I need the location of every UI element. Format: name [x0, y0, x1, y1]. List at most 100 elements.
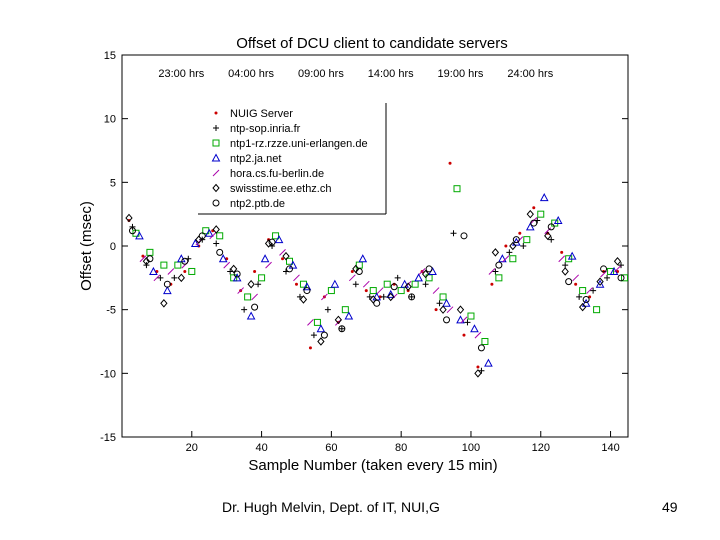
data-point: [334, 315, 343, 325]
data-point: [618, 262, 625, 269]
x-tick-label: 80: [395, 442, 407, 454]
data-point: [574, 282, 578, 286]
y-tick-label: 5: [110, 177, 116, 189]
data-point: [593, 306, 601, 314]
legend-entry: swisstime.ee.ethz.ch: [230, 183, 331, 195]
time-label: 14:00 hrs: [368, 68, 414, 80]
data-point: [456, 315, 465, 324]
data-point: [174, 261, 182, 269]
data-point: [274, 235, 284, 244]
data-point: [621, 274, 629, 282]
y-tick-label: -10: [100, 368, 116, 380]
data-point: [167, 268, 175, 275]
legend-marker: [212, 183, 220, 193]
data-point: [264, 239, 273, 248]
data-point: [404, 282, 412, 292]
data-point: [246, 311, 256, 320]
legend-background: [198, 103, 386, 214]
data-point: [216, 232, 224, 240]
time-label: 24:00 hrs: [507, 68, 553, 80]
data-point: [604, 274, 611, 281]
data-point: [260, 254, 270, 263]
data-point: [362, 280, 370, 288]
data-point: [213, 240, 220, 247]
data-point: [504, 244, 508, 248]
data-point: [244, 293, 252, 301]
data-point: [190, 238, 200, 247]
data-point: [163, 286, 172, 295]
data-point: [530, 219, 538, 227]
data-point: [518, 231, 522, 235]
data-point: [272, 232, 280, 240]
data-point: [364, 289, 368, 293]
data-point: [448, 161, 452, 165]
data-point: [212, 225, 220, 234]
data-point: [439, 293, 447, 301]
data-point: [303, 287, 311, 295]
data-point: [450, 230, 457, 237]
legend-marker: [212, 139, 220, 147]
legend-entry: hora.cs.fu-berlin.de: [230, 168, 324, 180]
data-point: [421, 269, 430, 279]
data-point: [286, 257, 294, 265]
legend-entry: NUIG Server: [230, 108, 293, 120]
data-point: [188, 267, 196, 275]
data-point: [443, 316, 451, 324]
data-point: [425, 265, 433, 273]
data-point: [198, 232, 206, 240]
data-point: [316, 324, 326, 333]
data-point: [456, 305, 465, 314]
data-points: [125, 161, 629, 378]
data-point: [310, 332, 317, 339]
data-point: [348, 274, 356, 282]
time-label: 19:00 hrs: [438, 68, 484, 80]
legend: NUIG Server ntp-sop.inria.fr ntp1-rz.rzze.…: [198, 103, 387, 215]
y-tick-label: -15: [100, 432, 116, 444]
legend-marker: [212, 199, 220, 207]
series-6: [125, 209, 622, 378]
data-point: [595, 279, 605, 288]
data-point: [600, 265, 608, 273]
data-point: [578, 302, 587, 312]
data-point: [282, 251, 290, 261]
data-point: [548, 236, 555, 243]
data-point: [321, 293, 328, 301]
data-point: [411, 280, 419, 288]
data-point: [506, 249, 513, 256]
data-point: [241, 306, 248, 313]
data-point: [478, 367, 485, 374]
legend-marker: [214, 111, 218, 115]
data-point: [488, 268, 496, 275]
data-point: [492, 268, 499, 275]
data-point: [265, 261, 272, 269]
data-point: [327, 287, 335, 295]
data-point: [366, 293, 373, 300]
data-point: [390, 283, 398, 291]
data-point: [560, 250, 564, 254]
data-point: [317, 337, 325, 346]
data-point: [183, 269, 187, 273]
data-point: [237, 287, 245, 294]
offset-scatter-chart: Offset of DCU client to candidate server…: [78, 35, 629, 474]
data-point: [467, 312, 475, 320]
x-tick-label: 20: [186, 442, 198, 454]
data-point: [544, 231, 552, 241]
data-point: [330, 279, 340, 288]
data-point: [477, 344, 485, 352]
data-point: [476, 365, 480, 369]
series-4: [135, 193, 619, 367]
data-point: [209, 232, 217, 240]
data-point: [460, 232, 468, 240]
data-point: [218, 254, 228, 263]
footer-author: Dr. Hugh Melvin, Dept. of IT, NUI,G: [222, 499, 440, 515]
data-point: [462, 333, 466, 337]
data-point: [582, 295, 590, 303]
data-point: [380, 293, 387, 300]
data-point: [142, 257, 151, 266]
series-2: [129, 217, 625, 374]
page-number: 49: [662, 499, 678, 515]
data-point: [247, 279, 255, 289]
data-point: [350, 269, 354, 273]
data-point: [520, 243, 527, 249]
data-point: [386, 289, 396, 298]
